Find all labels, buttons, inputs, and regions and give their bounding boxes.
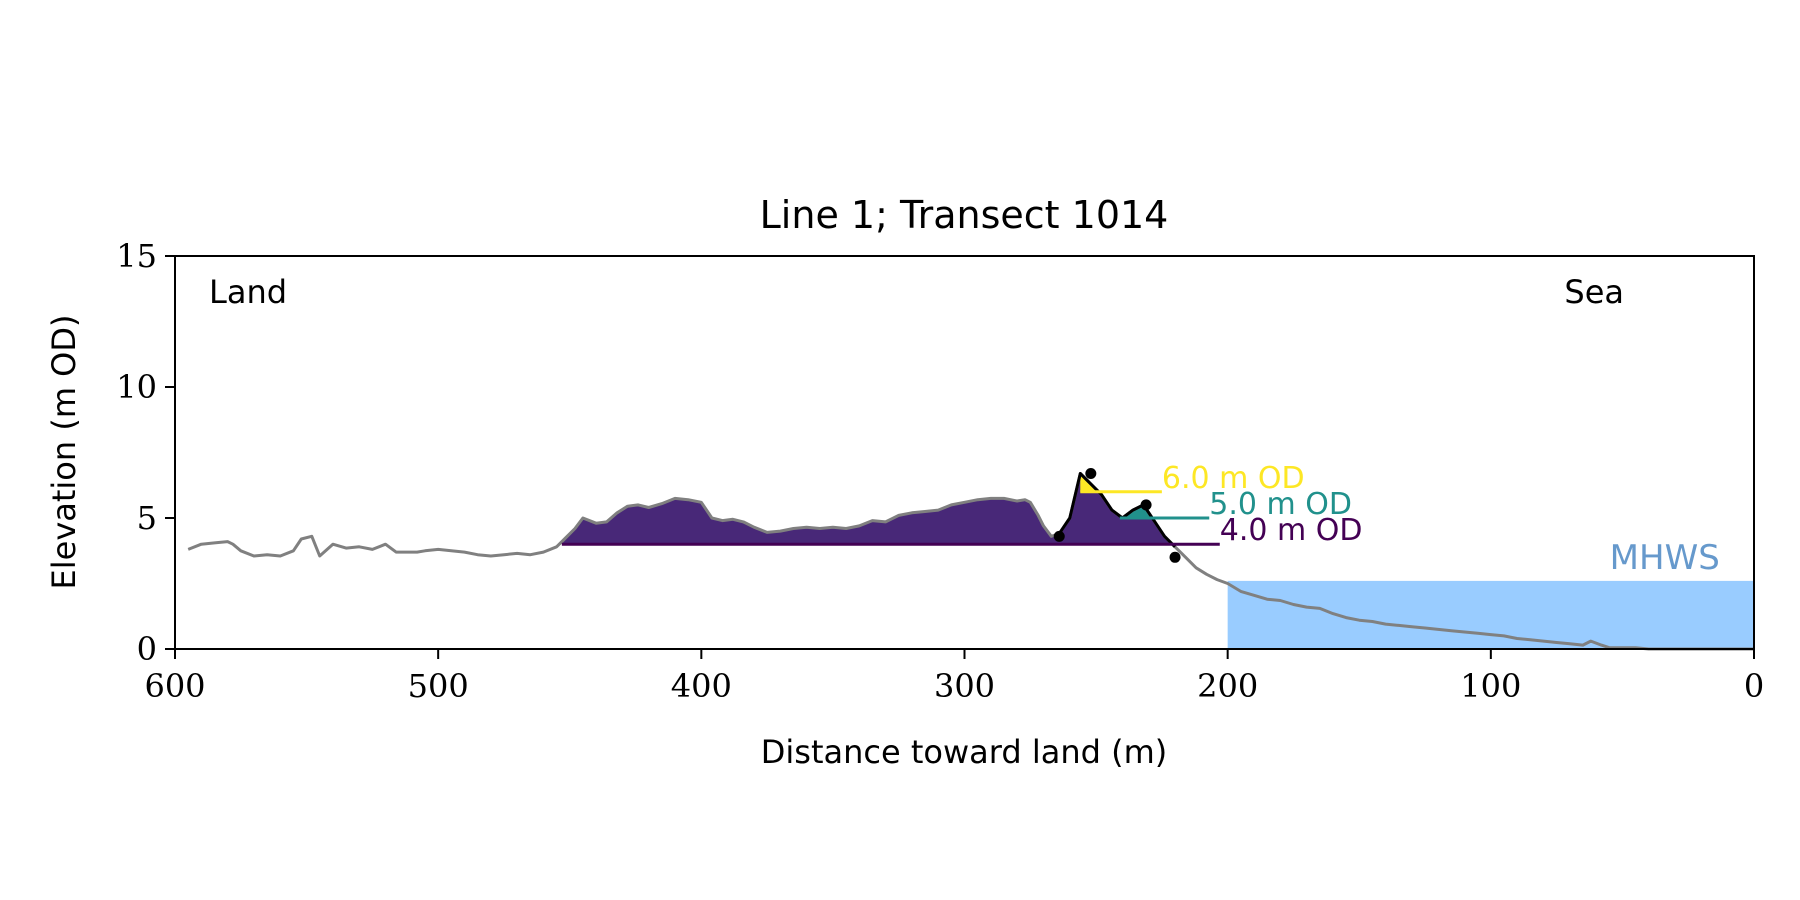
land-label: Land xyxy=(209,273,287,311)
dune-area-6m xyxy=(1080,473,1102,492)
x-tick-label: 400 xyxy=(671,667,732,705)
y-axis-label: Elevation (m OD) xyxy=(45,315,83,590)
y-tick-label: 10 xyxy=(116,368,157,406)
threshold-label: 5.0 m OD xyxy=(1209,487,1352,522)
x-tick-label: 600 xyxy=(144,667,205,705)
x-axis: 600 500 400 300 200 100 0 xyxy=(144,649,1764,705)
y-tick-label: 15 xyxy=(116,237,157,275)
threshold-label: 6.0 m OD xyxy=(1162,461,1305,496)
x-tick-label: 500 xyxy=(408,667,469,705)
fill-layer xyxy=(561,473,1754,649)
key-point xyxy=(1085,467,1097,479)
mhws-area xyxy=(1227,580,1754,649)
x-tick-label: 100 xyxy=(1460,667,1521,705)
key-point-layer xyxy=(1053,467,1181,563)
threshold-label: 4.0 m OD xyxy=(1220,513,1363,548)
front-dune-line xyxy=(1057,472,1177,548)
key-point xyxy=(1169,551,1181,563)
x-tick-label: 300 xyxy=(934,667,995,705)
mhws-label: MHWS xyxy=(1610,538,1720,578)
key-point xyxy=(1053,530,1065,542)
dune-area-4m xyxy=(561,473,1220,545)
x-tick-label: 200 xyxy=(1197,667,1258,705)
y-tick-label: 5 xyxy=(137,499,157,537)
annotation-layer: MHWS 6.0 m OD5.0 m OD4.0 m OD xyxy=(1162,461,1720,578)
sea-label: Sea xyxy=(1564,273,1624,311)
key-point xyxy=(1140,499,1152,511)
y-axis: 0 5 10 15 xyxy=(116,237,175,668)
line-layer xyxy=(187,472,1754,651)
y-tick-label: 0 xyxy=(137,630,157,668)
x-tick-label: 0 xyxy=(1744,667,1764,705)
x-axis-label: Distance toward land (m) xyxy=(761,733,1167,771)
profile-line xyxy=(187,472,1754,651)
chart-title: Line 1; Transect 1014 xyxy=(760,193,1169,237)
